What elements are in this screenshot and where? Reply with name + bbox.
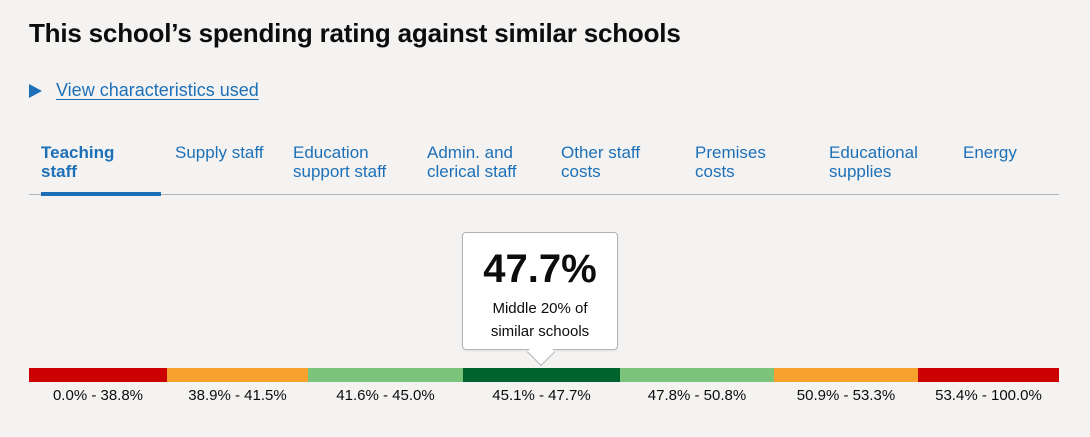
rating-band-segment <box>620 368 774 382</box>
tab-label-line2: support staff <box>293 162 387 181</box>
view-characteristics-details[interactable]: View characteristics used <box>29 80 259 101</box>
tab-label-line2: costs <box>561 162 601 181</box>
rating-band-segment <box>29 368 167 382</box>
rating-band-label: 47.8% - 50.8% <box>647 387 747 404</box>
tab-teaching-staff[interactable]: Teaching staff <box>41 143 161 196</box>
view-characteristics-link[interactable]: View characteristics used <box>56 80 259 100</box>
rating-band-segment <box>463 368 620 382</box>
tab-supply-staff[interactable]: Supply staff <box>175 143 285 195</box>
rating-description: Middle 20% of similar schools <box>490 300 590 340</box>
rating-band-labels: 0.0% - 38.8% 38.9% - 41.5% 41.6% - 45.0%… <box>29 387 1059 404</box>
rating-band-segment <box>167 368 308 382</box>
tab-other-staff-costs[interactable]: Other staff costs <box>561 143 681 195</box>
tab-label-line1: Educational <box>829 143 918 162</box>
school-percentage-value: 47.7% <box>483 247 597 291</box>
spending-category-tabs: Teaching staff Supply staff Education su… <box>29 143 1059 196</box>
tab-label-line1: Other staff <box>561 143 641 162</box>
tab-energy[interactable]: Energy <box>963 143 1053 195</box>
rating-band-segment <box>774 368 918 382</box>
rating-band-label: 0.0% - 38.8% <box>52 387 144 404</box>
rating-band-label: 41.6% - 45.0% <box>336 387 435 404</box>
rating-band-label: 38.9% - 41.5% <box>188 387 287 404</box>
tab-label-line1: Admin. and <box>427 143 513 162</box>
rating-band-label: 50.9% - 53.3% <box>796 387 896 404</box>
tab-label-line2: costs <box>695 162 735 181</box>
rating-tooltip: 47.7% Middle 20% of similar schools <box>462 232 618 367</box>
rating-band-label: 45.1% - 47.7% <box>492 387 591 404</box>
tab-education-support-staff[interactable]: Education support staff <box>293 143 413 195</box>
rating-band-bar <box>29 368 1059 382</box>
tab-label-line1: Education <box>293 143 369 162</box>
tab-premises-costs[interactable]: Premises costs <box>695 143 815 195</box>
tab-label-line1: Energy <box>963 143 1017 162</box>
tab-admin-clerical-staff[interactable]: Admin. and clerical staff <box>427 143 547 195</box>
rating-band-segment <box>918 368 1059 382</box>
rating-band-label: 53.4% - 100.0% <box>935 387 1042 404</box>
tab-label-line1: Premises <box>695 143 766 162</box>
tab-label-line2: clerical staff <box>427 162 517 181</box>
tab-educational-supplies[interactable]: Educational supplies <box>829 143 949 195</box>
tab-label-line2: supplies <box>829 162 892 181</box>
rating-band-segment <box>308 368 463 382</box>
tab-label-line1: Teaching <box>41 143 115 162</box>
tab-label-line2: staff <box>41 162 77 181</box>
tab-label-line1: Supply staff <box>175 143 264 162</box>
page-title: This school’s spending rating against si… <box>29 18 681 48</box>
disclosure-triangle-icon[interactable] <box>29 83 42 98</box>
